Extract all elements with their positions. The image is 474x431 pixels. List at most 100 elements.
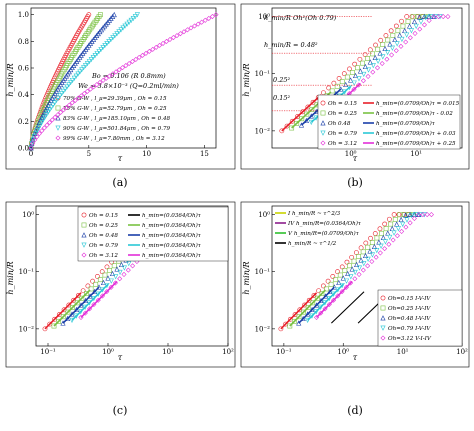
panel-a-point (188, 25, 194, 31)
panel-a-point (192, 23, 198, 29)
panel-a-point (136, 54, 142, 60)
panel-d-point (348, 274, 354, 280)
panel-d-point (395, 226, 401, 232)
panel-a-point (84, 88, 90, 94)
panel-d-point (362, 252, 369, 259)
panel-b-legend-box (317, 94, 461, 150)
panel-c-legend-fit-label: h_min=(0.0364/Oh)τ (142, 252, 202, 259)
panel-c-fit-line (62, 286, 100, 324)
panel-b-legend-fit-label: h_min=(0.0709/Oh)τ + 0.25 (376, 140, 456, 147)
panel-c-point (88, 286, 94, 292)
panel-a-point (34, 125, 40, 131)
panel-d-xtick-label: 10⁰ (337, 348, 349, 356)
panel-d-sqrt-line (330, 291, 365, 324)
panel-c-legend-label: Oh = 0.15 (89, 213, 118, 219)
panel-b-point (355, 65, 360, 71)
panel-b-point (395, 28, 401, 34)
panel-b-point (349, 70, 355, 75)
panel-a-point (78, 93, 84, 99)
panel-d-point (360, 249, 366, 255)
panel-c-point (66, 302, 72, 308)
panel-a-point (42, 114, 48, 121)
panel-d-legend-marker (380, 295, 386, 301)
panel-a-point (184, 27, 190, 33)
panel-a-xtick-label: 15 (200, 150, 209, 158)
panel-d-point (408, 213, 414, 219)
panel-b-legend-label: Oh 0.48 (328, 121, 351, 127)
panel-d-point (424, 212, 430, 218)
panel-d-point (351, 258, 357, 264)
panel-d-axes (271, 205, 463, 347)
panel-a-point (123, 63, 129, 69)
panel-b-point (435, 14, 442, 20)
panel-b-point (382, 45, 388, 52)
panel-b-point (394, 41, 400, 47)
panel-b-point (360, 60, 365, 66)
panel-a-xtick-label: 0 (29, 150, 33, 158)
panel-b-point (352, 61, 358, 67)
panel-a-point (32, 130, 38, 137)
panel-a-point (170, 35, 176, 41)
panel-a-point (128, 17, 134, 24)
panel-a-point (111, 11, 117, 18)
panel-d-ytick-label: 10⁰ (258, 211, 270, 219)
panel-b-point (365, 67, 372, 73)
panel-b-point (334, 83, 340, 89)
panel-a-point (31, 134, 38, 140)
panel-b-point (413, 23, 419, 29)
panel-c-point (100, 279, 107, 286)
panel-d-legend-label: Oh=0.79 I-V-IV (388, 326, 431, 332)
panel-c-point (71, 297, 76, 303)
panel-d-point (407, 220, 413, 226)
panel-d-point (390, 237, 396, 243)
panel-a-point (44, 122, 50, 128)
panel-d-point (368, 235, 373, 241)
panel-a-point (81, 65, 87, 71)
panel-a-xtick-label: 5 (87, 150, 91, 158)
panel-d-point (306, 297, 312, 303)
panel-d-ytick-label: 10⁻¹ (255, 268, 271, 276)
panel-d-point (330, 274, 336, 279)
panel-c-legend-fit-label: h_min=(0.0364/Oh)τ (142, 242, 202, 249)
panel-b-point (445, 14, 451, 20)
panel-d-ytick-label: 10⁻² (255, 325, 271, 333)
panel-c-axes (35, 205, 229, 347)
panel-d-point (365, 263, 371, 269)
panel-b-point (399, 18, 404, 24)
panel-b-xlabel: τ (353, 154, 358, 163)
panel-a-point (66, 82, 72, 88)
panel-a-point (77, 69, 83, 75)
panel-d-xtick-label: 10¹ (397, 348, 409, 356)
panel-b-point (377, 50, 383, 56)
panel-d-legend-label: Oh=0.15 I-V-IV (388, 296, 431, 302)
panel-c-xtick-label: 10⁰ (102, 348, 114, 356)
panel-d-point (397, 212, 403, 218)
panel-a-point (57, 93, 63, 99)
panel-b-point (421, 13, 427, 19)
panel-a-point (86, 59, 92, 65)
panel-d-point (320, 283, 326, 289)
panel-b-point (362, 52, 368, 57)
panel-c-point (114, 266, 120, 272)
panel-b-xtick-label: 10¹ (410, 150, 422, 158)
panel-d-point (396, 212, 402, 217)
panel-d-point (400, 221, 406, 227)
panel-a-point (177, 31, 183, 37)
panel-b-ytick-label: 10⁰ (258, 13, 270, 21)
panel-a-point (97, 79, 103, 86)
panel-d-point (352, 276, 358, 282)
panel-b-point (417, 26, 423, 32)
panel-b-point (380, 54, 386, 60)
panel-b-point (399, 36, 405, 43)
panel-d-point (372, 231, 378, 236)
panel-a-point (53, 98, 60, 104)
panel-a-point (55, 112, 61, 118)
panel-c-point (111, 263, 117, 269)
panel-d-point (386, 241, 392, 247)
panel-a-point (112, 33, 118, 39)
panel-d-regime-label: I h_min/R ~ τ^2/3 (287, 210, 341, 217)
panel-a-point (94, 50, 100, 57)
panel-b-point (289, 125, 295, 131)
panel-d-ylabel: h_min/R (242, 261, 251, 294)
panel-b-point (305, 104, 311, 110)
